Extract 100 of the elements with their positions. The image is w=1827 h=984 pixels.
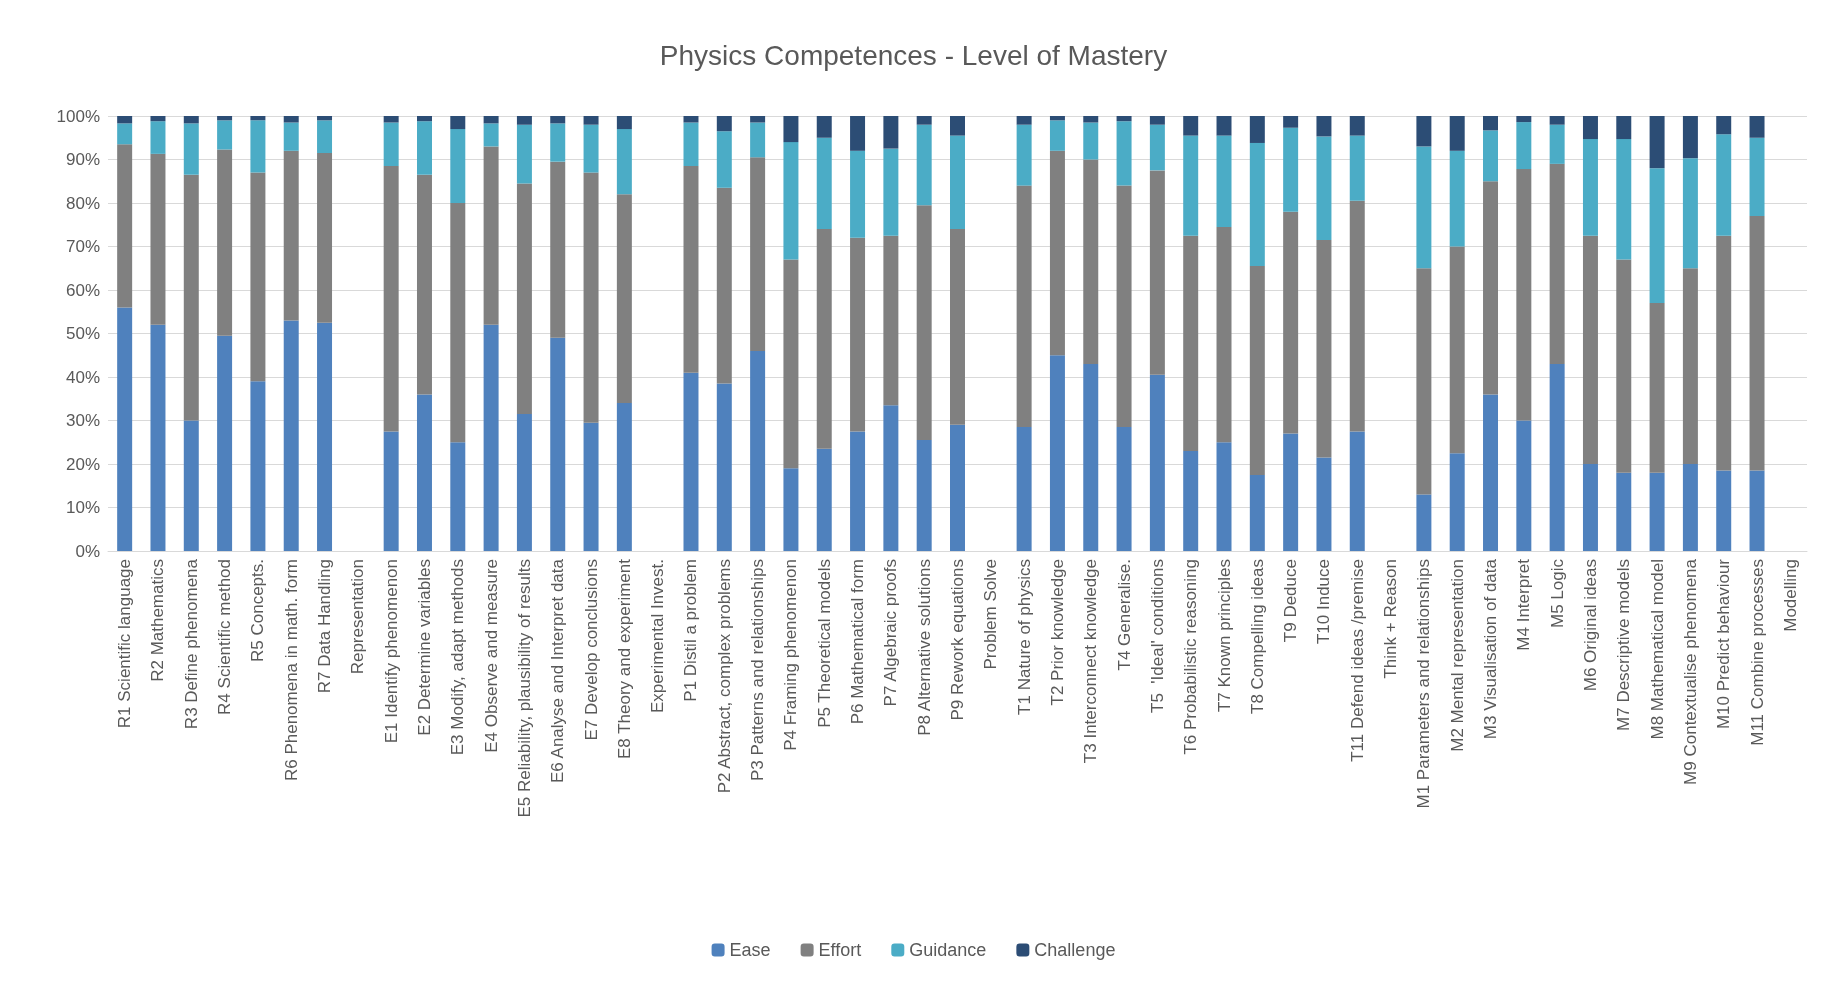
x-tick-label: E8 Theory and experiment (614, 558, 634, 760)
bar (950, 135, 965, 230)
x-tick-label: P7 Algebraic proofs (881, 559, 901, 707)
bar (516, 413, 532, 551)
bar (1716, 116, 1732, 135)
y-tick-label: 0% (75, 541, 100, 561)
bar (483, 324, 499, 551)
bar (1749, 470, 1765, 551)
bar (1183, 116, 1199, 136)
bar (1249, 474, 1265, 551)
bar (1216, 226, 1232, 443)
bar (683, 166, 699, 373)
y-tick-label: 80% (65, 193, 100, 213)
bar (217, 120, 233, 150)
bar (1682, 268, 1698, 464)
bar (883, 148, 899, 236)
bar (1116, 116, 1132, 122)
bar (1582, 116, 1598, 140)
x-tick-label: T9 Deduce (1281, 559, 1301, 643)
bar (1483, 181, 1499, 395)
x-tick-label: R1 Scientific language (115, 559, 135, 729)
bar (1149, 124, 1165, 171)
bar (1582, 235, 1598, 464)
bar (1116, 185, 1132, 428)
bar (1649, 116, 1665, 169)
x-tick-label: M5 Logic (1547, 558, 1567, 628)
bar (1216, 116, 1232, 136)
x-tick-label: M1 Parameters and relationships (1414, 559, 1434, 809)
bar (550, 337, 566, 551)
x-tick-label: P4 Framing phenomenon (781, 559, 801, 751)
bar (217, 149, 233, 336)
x-tick-label: E4 Observe and measure (481, 559, 501, 753)
bar (1149, 170, 1165, 375)
x-tick-label: E5 Reliability, plausibility of results (514, 559, 534, 818)
bar (1249, 116, 1265, 143)
bar (1316, 136, 1332, 240)
bar (1749, 216, 1765, 471)
bar (916, 124, 932, 206)
bar (1549, 363, 1565, 551)
bar (317, 120, 333, 153)
y-tick-label: 10% (65, 498, 100, 517)
x-tick-label: M4 Interpret (1514, 558, 1534, 651)
bar (1183, 450, 1199, 551)
bar (583, 116, 599, 125)
bar (883, 235, 899, 406)
bar (150, 116, 166, 122)
bar (1049, 116, 1065, 121)
x-tick-label: P9 Rework equations (948, 559, 967, 721)
bar (150, 153, 166, 325)
bar (1316, 116, 1332, 137)
bar (850, 116, 866, 151)
bar (750, 116, 766, 123)
bar (1016, 124, 1032, 186)
bar (450, 442, 466, 551)
bar (550, 123, 566, 162)
bar (283, 116, 299, 123)
x-tick-label: T2 Prior knowledge (1047, 559, 1067, 706)
bar (1483, 394, 1499, 551)
x-tick-label: T4 Generalise. (1114, 559, 1134, 671)
x-tick-label: Think + Reason (1381, 559, 1401, 679)
x-tick-label: R3 Define phenomena (181, 558, 201, 730)
bar (716, 383, 732, 551)
bar (950, 116, 965, 136)
bar (250, 116, 266, 121)
bar (683, 122, 699, 167)
bar (1516, 169, 1532, 421)
bar (683, 372, 699, 551)
bar (916, 205, 932, 441)
x-tick-label: P1 Distil a problem (681, 559, 701, 702)
bar (883, 116, 899, 149)
bar (1149, 374, 1165, 551)
bar (1049, 355, 1065, 551)
x-tick-label: P3 Patterns and relationships (748, 559, 768, 782)
bar (850, 431, 866, 551)
bar (750, 157, 766, 351)
chart-title: Physics Competences - Level of Mastery (659, 39, 1168, 71)
bar (783, 142, 799, 260)
bar (1049, 150, 1065, 356)
x-tick-label: T11 Defend ideas /premise (1347, 559, 1367, 762)
bar (816, 448, 832, 551)
y-tick-label: 90% (65, 150, 100, 169)
x-tick-label: E2 Determine variables (414, 559, 434, 736)
bar (250, 381, 266, 551)
bar (1083, 159, 1099, 364)
bar (1616, 116, 1632, 140)
bar (1149, 116, 1165, 125)
bar (850, 150, 866, 238)
bar (1049, 120, 1065, 151)
y-tick-label: 100% (56, 106, 100, 126)
x-tick-label: T6 Probabilistic reasoning (1181, 559, 1201, 755)
bar (1349, 200, 1365, 432)
bar (616, 116, 632, 130)
bar (1582, 464, 1598, 551)
x-tick-label: M6 Original ideas (1580, 559, 1600, 692)
x-tick-label: T3 Interconnect knowledge (1081, 559, 1101, 764)
bar (1183, 235, 1199, 451)
bar (1083, 363, 1099, 551)
bar (1416, 268, 1432, 495)
bar (516, 116, 532, 125)
y-tick-label: 60% (65, 280, 100, 300)
